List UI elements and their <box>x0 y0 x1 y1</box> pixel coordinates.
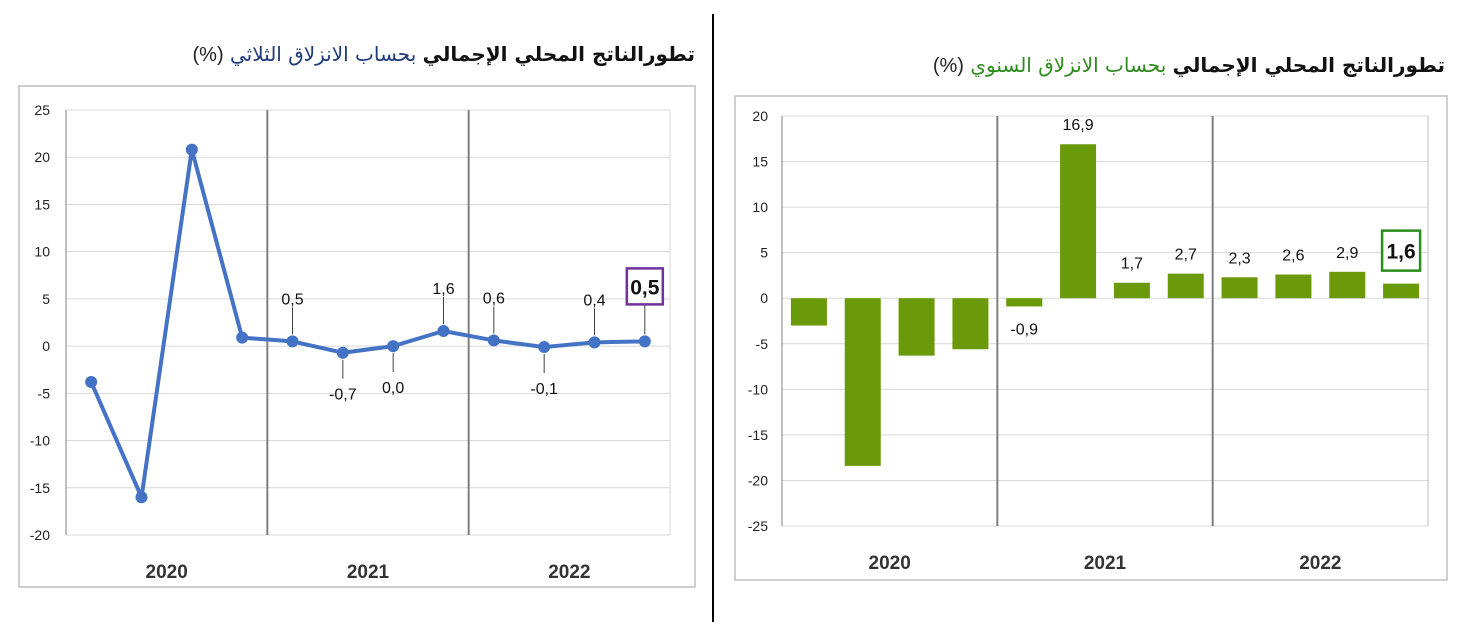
left-year-label: 2022 <box>548 562 590 583</box>
right-title-plain: بحساب الانزلاق السنوي <box>970 53 1167 77</box>
left-data-point <box>487 334 500 347</box>
left-y-tick-label: 20 <box>34 149 50 165</box>
left-year-label: 2020 <box>146 562 188 583</box>
left-data-label: 0,5 <box>281 291 303 308</box>
left-data-point <box>85 376 98 388</box>
right-y-tick-label: -15 <box>748 427 768 443</box>
left-y-tick-label: -5 <box>38 385 51 401</box>
left-data-point <box>538 341 551 354</box>
right-data-label: -0,9 <box>1010 321 1038 338</box>
right-data-label: 2,7 <box>1175 247 1197 264</box>
left-data-point <box>588 336 601 349</box>
left-data-point <box>185 143 198 156</box>
left-data-point <box>437 325 450 337</box>
left-title-percent: (%) <box>192 44 224 66</box>
right-bar <box>1221 277 1258 299</box>
left-data-label: -0,1 <box>530 381 558 398</box>
right-data-label: 16,9 <box>1063 117 1094 134</box>
left-chart-title: تطورالناتج المحلي الإجمالي بحساب الانزلا… <box>193 42 695 67</box>
left-y-tick-label: 0 <box>42 338 50 354</box>
right-bar <box>844 298 881 466</box>
right-title-percent: (%) <box>932 55 964 77</box>
left-data-point <box>135 491 148 504</box>
left-y-tick-label: -15 <box>30 480 50 496</box>
left-data-label: 1,6 <box>432 281 454 298</box>
left-y-tick-label: -10 <box>30 433 50 449</box>
left-data-label: 0,6 <box>483 290 505 307</box>
right-y-tick-label: -25 <box>748 518 768 534</box>
right-bar <box>1113 282 1150 299</box>
left-highlight-label: 0,5 <box>630 276 660 299</box>
right-y-tick-label: 15 <box>752 154 768 170</box>
right-year-label: 2022 <box>1299 553 1341 574</box>
right-bar <box>952 298 989 350</box>
right-y-tick-label: -5 <box>756 336 769 352</box>
right-bar <box>1167 273 1204 299</box>
left-highlight-box <box>625 267 665 306</box>
right-year-label: 2021 <box>1084 553 1127 574</box>
right-bar <box>898 298 935 356</box>
left-data-point <box>638 335 651 348</box>
right-year-label: 2020 <box>869 553 911 574</box>
right-bar <box>1060 144 1097 299</box>
right-data-label: 2,6 <box>1282 248 1304 265</box>
right-bar <box>1275 274 1312 299</box>
left-data-label: -0,7 <box>329 387 357 404</box>
right-y-tick-label: 5 <box>760 245 768 261</box>
right-y-tick-label: 20 <box>752 108 768 124</box>
left-data-label: 0,0 <box>382 380 404 397</box>
left-y-tick-label: 5 <box>42 291 50 307</box>
right-chart-frame <box>734 95 1448 581</box>
right-y-tick-label: -10 <box>748 381 768 397</box>
left-year-label: 2021 <box>347 562 390 583</box>
left-y-tick-label: 15 <box>34 196 50 212</box>
left-chart-frame <box>18 85 696 588</box>
right-data-label: 2,9 <box>1336 245 1358 262</box>
left-y-tick-label: 25 <box>34 102 50 118</box>
right-bar <box>790 298 827 326</box>
panel-divider <box>712 14 714 622</box>
left-series-line <box>89 147 645 500</box>
right-y-tick-label: -20 <box>748 472 768 488</box>
left-y-tick-label: 10 <box>34 244 50 260</box>
right-highlight-label: 1,6 <box>1386 241 1415 264</box>
right-bar <box>1006 298 1043 307</box>
right-highlight-box <box>1380 229 1422 272</box>
right-title-bold: تطورالناتج المحلي الإجمالي <box>1172 53 1445 77</box>
left-data-label: 0,4 <box>583 292 605 309</box>
right-y-tick-label: 10 <box>752 199 768 215</box>
left-data-point <box>286 335 299 348</box>
right-data-label: 2,3 <box>1228 250 1250 267</box>
right-y-tick-label: 0 <box>760 290 768 306</box>
right-bar <box>1383 283 1420 299</box>
left-data-point <box>387 340 400 353</box>
right-chart-title: تطورالناتج المحلي الإجمالي بحساب الانزلا… <box>933 53 1445 78</box>
left-data-point <box>236 331 249 344</box>
right-bar <box>1329 271 1366 299</box>
right-data-label: 1,7 <box>1121 256 1143 273</box>
left-y-tick-label: -20 <box>30 527 50 543</box>
left-title-bold: تطورالناتج المحلي الإجمالي <box>422 42 695 66</box>
left-data-point <box>336 346 349 359</box>
left-title-plain: بحساب الانزلاق الثلاثي <box>229 42 417 66</box>
